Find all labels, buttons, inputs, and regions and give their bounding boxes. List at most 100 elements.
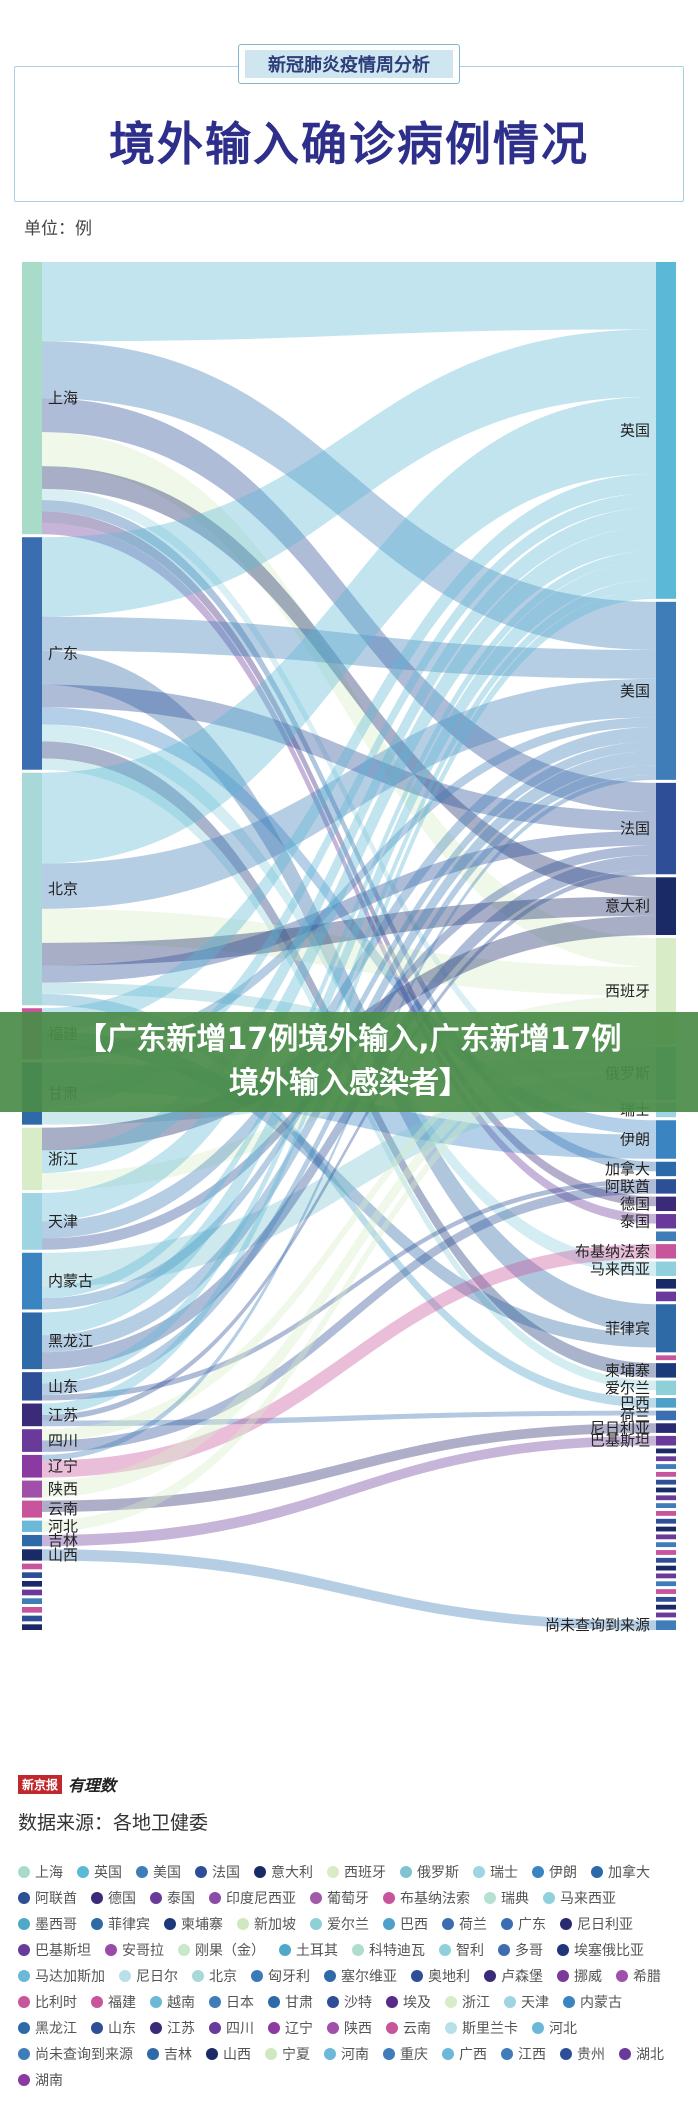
legend-item-尼日尔: 尼日尔 [119,1966,178,1986]
flow-黑龙江-法国 [42,855,656,1370]
legend-dot-icon [445,2022,457,2034]
legend-dot-icon [105,1944,117,1956]
legend-dot-icon [386,1996,398,2008]
right-node-尼日利亚 [656,1423,676,1433]
right-node-德国 [656,1196,676,1212]
left-label-辽宁: 辽宁 [48,1457,78,1475]
legend-label: 葡萄牙 [327,1891,369,1907]
legend-item-四川: 四川 [209,2018,254,2038]
flow-广东-菲律宾 [42,650,656,1334]
legend-label: 尼日尔 [136,1969,178,1985]
legend-item-意大利: 意大利 [254,1862,313,1882]
right-label-西班牙: 西班牙 [605,982,650,1000]
right-node-泰国 [656,1214,676,1229]
left-node-unlabeled-22 [22,1598,42,1604]
legend-dot-icon [18,1996,30,2008]
legend-dot-icon [619,2048,631,2060]
legend-item-河南: 河南 [324,2044,369,2064]
left-node-上海 [22,262,42,535]
legend-dot-icon [484,1970,496,1982]
legend-dot-icon [439,1944,451,1956]
legend-dot-icon [91,1996,103,2008]
legend-dot-icon [352,1944,364,1956]
legend-item-巴基斯坦: 巴基斯坦 [18,1940,91,1960]
legend-dot-icon [473,1866,485,1878]
flow-北京-意大利 [42,896,656,966]
flow-山西-尚未查询到来源 [42,1549,656,1630]
legend-dot-icon [498,1944,510,1956]
legend-dot-icon [91,1918,103,1930]
left-node-天津 [22,1193,42,1250]
right-label-泰国: 泰国 [620,1212,650,1230]
right-node-unlabeled-45 [656,1604,676,1610]
legend-label: 意大利 [271,1865,313,1881]
legend-dot-icon [18,2048,30,2060]
right-node-柬埔寨 [656,1363,676,1378]
left-node-unlabeled-20 [22,1580,42,1587]
right-node-unlabeled-18 [656,1355,676,1361]
legend-label: 刚果（金） [195,1943,265,1959]
legend-item-江西: 江西 [501,2044,546,2064]
left-label-陕西: 陕西 [48,1480,78,1498]
left-node-unlabeled-23 [22,1606,42,1613]
flow-河北-西班牙 [42,1034,656,1532]
legend-dot-icon [268,1996,280,2008]
legend-dot-icon [91,1892,103,1904]
flow-陕西-西班牙 [42,1019,656,1498]
left-label-云南: 云南 [48,1500,78,1518]
legend-item-内蒙古: 内蒙古 [563,1992,622,2012]
sankey-flows [42,262,656,1630]
legend-label: 甘肃 [285,1995,313,2011]
right-label-意大利: 意大利 [605,897,650,915]
legend-label: 安哥拉 [122,1943,164,1959]
legend-label: 山西 [223,2047,251,2063]
right-node-unlabeled-16 [656,1291,676,1302]
legend-dot-icon [400,1866,412,1878]
legend-item-新加坡: 新加坡 [237,1914,296,1934]
right-label-荷兰: 荷兰 [620,1406,650,1424]
flow-北京-美国 [42,678,656,909]
left-node-unlabeled-24 [22,1615,42,1622]
legend-item-越南: 越南 [150,1992,195,2012]
legend-item-葡萄牙: 葡萄牙 [310,1888,369,1908]
legend-dot-icon [560,2048,572,2060]
legend-label: 荷兰 [459,1917,487,1933]
legend-dot-icon [119,1970,131,1982]
legend-label: 奥地利 [428,1969,470,1985]
right-node-菲律宾 [656,1304,676,1353]
legend-label: 云南 [403,2021,431,2037]
right-node-unlabeled-40 [656,1565,676,1571]
right-node-unlabeled-42 [656,1581,676,1587]
flow-上海-英国 [42,262,656,342]
legend-dot-icon [383,2048,395,2060]
left-label-广东: 广东 [48,644,78,662]
right-node-伊朗 [656,1120,676,1159]
right-label-尚未查询到来源: 尚未查询到来源 [545,1616,650,1634]
legend-label: 湖北 [636,2047,664,2063]
headline-line-2: 境外输入感染者】 [229,1066,469,1101]
headline-banner: 【广东新增17例境外输入,广东新增17例 境外输入感染者】 [0,1012,698,1112]
legend-item-爱尔兰: 爱尔兰 [310,1914,369,1934]
legend-dot-icon [164,1918,176,1930]
legend-item-山东: 山东 [91,2018,136,2038]
legend-dot-icon [91,2022,103,2034]
right-node-unlabeled-26 [656,1456,676,1462]
legend-label: 广东 [518,1917,546,1933]
legend-dot-icon [324,1970,336,1982]
left-node-unlabeled-21 [22,1589,42,1596]
legend-item-黑龙江: 黑龙江 [18,2018,77,2038]
legend-item-宁夏: 宁夏 [265,2044,310,2064]
legend-item-阿联酋: 阿联酋 [18,1888,77,1908]
legend-item-伊朗: 伊朗 [532,1862,577,1882]
legend-item-陕西: 陕西 [327,2018,372,2038]
legend-item-柬埔寨: 柬埔寨 [164,1914,223,1934]
unit-label: 单位：例 [24,219,92,239]
legend-dot-icon [150,1892,162,1904]
right-node-unlabeled-41 [656,1573,676,1579]
flow-广东-马来西亚 [42,724,656,1276]
legend-label: 匈牙利 [268,1969,310,1985]
flow-北京-法国 [42,830,656,983]
left-node-unlabeled-19 [22,1572,42,1578]
right-label-英国: 英国 [620,421,650,439]
legend-dot-icon [265,2048,277,2060]
